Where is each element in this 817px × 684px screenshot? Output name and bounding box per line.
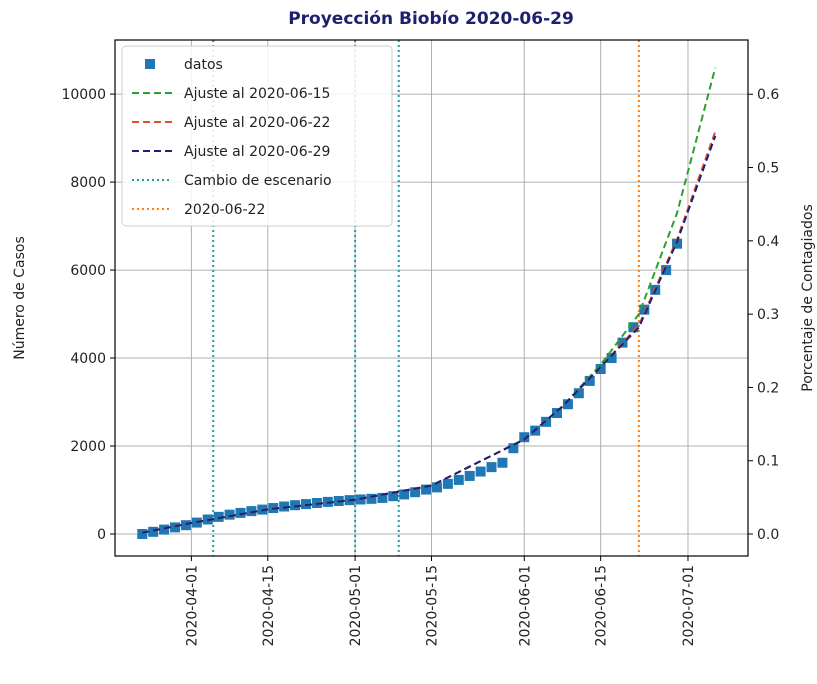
data-point [235, 507, 246, 518]
data-point [159, 524, 170, 535]
data-point [421, 484, 432, 495]
y2-tick-label: 0.0 [757, 527, 779, 543]
legend-label: datos [184, 57, 223, 73]
data-point [137, 529, 148, 540]
data-point [595, 364, 606, 375]
fit-line [142, 135, 717, 534]
legend-label: Ajuste al 2020-06-22 [184, 115, 330, 131]
y-tick-label: 0 [97, 527, 106, 543]
y2-tick-label: 0.3 [757, 307, 779, 323]
x-tick-label: 2020-06-01 [517, 565, 533, 646]
data-point [639, 304, 650, 315]
y-tick-label: 8000 [70, 175, 106, 191]
data-point [486, 462, 497, 473]
data-point [606, 353, 617, 364]
data-point [475, 466, 486, 477]
legend-box [121, 45, 393, 227]
data-point [224, 509, 235, 520]
data-point [508, 443, 519, 454]
data-point [584, 375, 595, 386]
y2-tick-label: 0.5 [757, 161, 779, 177]
data-point [519, 432, 530, 443]
plot-frame [114, 39, 749, 557]
data-point [562, 399, 573, 410]
data-point [170, 522, 181, 533]
data-point [399, 489, 410, 500]
data-point [661, 265, 672, 276]
data-point [279, 501, 290, 512]
data-point [573, 388, 584, 399]
data-point [431, 482, 442, 493]
y-tick-label: 6000 [70, 263, 106, 279]
data-point [628, 322, 639, 333]
data-point [377, 492, 388, 503]
x-tick-label: 2020-05-01 [348, 565, 364, 646]
x-tick-label: 2020-05-15 [425, 565, 441, 646]
y-axis-label: Número de Casos [12, 236, 28, 360]
y2-axis-label: Porcentaje de Contagiados [800, 204, 816, 392]
chart-title: Proyección Biobío 2020-06-29 [288, 9, 574, 29]
y-tick-label: 10000 [61, 87, 106, 103]
data-point [366, 493, 377, 504]
y2-tick-label: 0.1 [757, 454, 779, 470]
data-point [464, 470, 475, 481]
x-tick-label: 2020-06-15 [594, 565, 610, 646]
legend-marker [145, 59, 155, 69]
y2-tick-label: 0.2 [757, 380, 779, 396]
data-point [497, 457, 508, 468]
x-tick-label: 2020-04-15 [261, 565, 277, 646]
data-point [552, 408, 563, 419]
legend-label: Ajuste al 2020-06-15 [184, 86, 330, 102]
data-point [246, 506, 257, 517]
data-point [453, 474, 464, 485]
data-point [148, 526, 159, 537]
legend-label: Cambio de escenario [184, 173, 332, 189]
y2-tick-label: 0.4 [757, 234, 779, 250]
data-point [290, 500, 301, 511]
legend: datos Ajuste al 2020-06-15 Ajuste al 2020-… [121, 45, 393, 227]
data-point [442, 478, 453, 489]
y2-tick-label: 0.6 [757, 87, 779, 103]
y-tick-label: 4000 [70, 351, 106, 367]
data-point [410, 487, 421, 498]
x-tick-label: 2020-04-01 [184, 565, 200, 646]
y-tick-label: 2000 [70, 439, 106, 455]
legend-label: Ajuste al 2020-06-29 [184, 144, 330, 160]
data-point [300, 499, 311, 510]
data-point [180, 520, 191, 531]
legend-label: 2020-06-22 [184, 202, 265, 218]
data-point [213, 511, 224, 522]
data-point [388, 491, 399, 502]
x-tick-label: 2020-07-01 [681, 565, 697, 646]
